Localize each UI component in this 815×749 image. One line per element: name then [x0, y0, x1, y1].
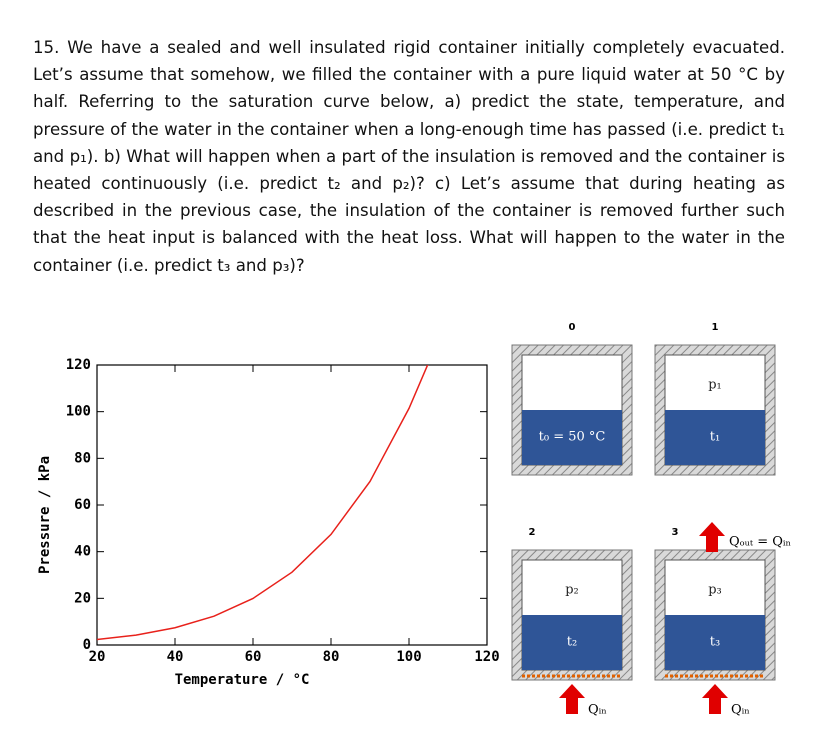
water [665, 410, 765, 465]
x-tick-label: 40 [167, 649, 184, 665]
x-tick-label: 100 [396, 649, 421, 665]
diagram: 0 t₀ = 50 °C 1 p₁ t₁ 2 p₂ t₂ Qᵢₙ 3 p₃ t₃ Qᵢₙ Qₒᵤₜ = Q… [511, 322, 791, 718]
temperature-label: t₂ [567, 635, 577, 650]
y-tick-label: 80 [74, 450, 91, 466]
x-tick-label: 80 [323, 649, 340, 665]
y-tick-label: 60 [74, 497, 91, 513]
water [522, 410, 622, 465]
water [522, 615, 622, 670]
pressure-label: p₁ [708, 378, 722, 393]
heat-arrow [702, 684, 728, 714]
state-number: 0 [569, 322, 576, 333]
y-axis-label: Pressure / kPa [37, 456, 53, 574]
state-number: 3 [672, 527, 679, 538]
heat-out-label: Qₒᵤₜ = Qᵢₙ [729, 535, 791, 550]
y-tick-label: 120 [66, 357, 91, 373]
plot-frame [96, 364, 488, 646]
heat-arrow [699, 522, 725, 552]
x-tick-label: 60 [245, 649, 262, 665]
water [665, 615, 765, 670]
x-tick-label: 120 [474, 649, 499, 665]
heat-arrow [559, 684, 585, 714]
state-number: 1 [712, 322, 719, 333]
saturation-curve [97, 365, 429, 641]
y-tick-label: 100 [66, 404, 91, 420]
heat-in-label: Qᵢₙ [731, 703, 750, 718]
x-axis-label: Temperature / °C [175, 672, 310, 688]
x-tick-label: 20 [89, 649, 106, 665]
y-tick-label: 0 [83, 637, 91, 653]
y-tick-label: 40 [74, 544, 91, 560]
temperature-label: t₁ [710, 430, 720, 445]
heat-in-label: Qᵢₙ [588, 703, 607, 718]
question-text: 15. We have a sealed and well insulated … [33, 38, 785, 275]
pressure-label: p₂ [565, 583, 579, 598]
state-number: 2 [529, 527, 536, 538]
pressure-label: p₃ [708, 583, 722, 598]
y-tick-label: 20 [74, 590, 91, 606]
temperature-label: t₀ = 50 °C [539, 430, 606, 445]
temperature-label: t₃ [710, 635, 720, 650]
